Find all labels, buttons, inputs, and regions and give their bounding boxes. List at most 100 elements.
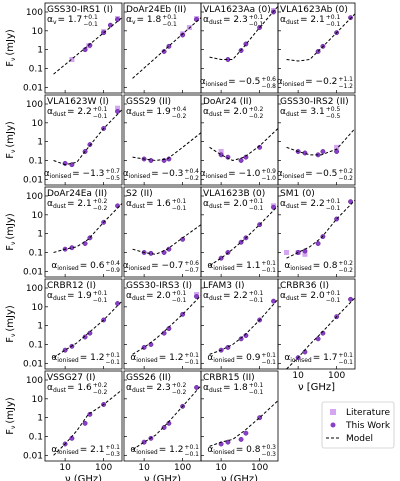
panel-frame xyxy=(44,278,123,370)
annotation-text: αionised= 0.6 xyxy=(51,261,104,272)
subscript: ionised xyxy=(206,81,228,88)
lower: −0.1 xyxy=(105,359,120,366)
unit: (mJy) xyxy=(5,213,16,240)
annotation: αionised= 2.1 +0.1−0.3 xyxy=(51,444,120,458)
lower: −0.3 xyxy=(261,451,276,458)
subscript: ν xyxy=(10,57,17,61)
annotation-text: αdust= 2.0 xyxy=(203,107,248,118)
symbol: α xyxy=(277,169,283,179)
lower: −0.2 xyxy=(172,389,187,396)
subscript: ionised xyxy=(129,265,151,272)
this-work-point xyxy=(82,420,88,426)
model-line xyxy=(132,295,202,355)
subscript: v xyxy=(53,19,57,26)
panel-title: S2 (II) xyxy=(126,189,153,199)
annotation-text: αionised= −0.2 xyxy=(277,77,338,88)
annotation-text: αdust= 1.6 xyxy=(47,383,92,394)
upper: +0.2 xyxy=(172,382,187,389)
unit: (mJy) xyxy=(5,305,16,332)
annotation-text: αdust= 2.1 xyxy=(280,15,325,26)
lower: −0.1 xyxy=(184,359,199,366)
model-line xyxy=(53,109,123,166)
this-work-point xyxy=(348,199,354,205)
value: = 1.2 xyxy=(159,353,184,363)
y-tick-label: 0.1 xyxy=(29,340,43,350)
upper: +0.1 xyxy=(184,352,199,359)
symbol: α xyxy=(51,353,57,363)
panel-title: GSS30-IRS2 (II) xyxy=(280,97,349,107)
upper: +0.3 xyxy=(261,444,276,451)
this-work-point xyxy=(161,49,167,54)
x-tick-label: 100 xyxy=(251,463,268,473)
subscript: dust xyxy=(132,111,146,118)
subscript: dust xyxy=(209,387,223,394)
panel-title: SM1 (0) xyxy=(280,189,315,199)
annotation-text: αdust= 1.8 xyxy=(203,383,248,394)
subscript: ν xyxy=(10,149,17,153)
lower: −0.9 xyxy=(105,267,120,274)
annotation-text: αdust= 2.0 xyxy=(126,291,171,302)
lower: −0.2 xyxy=(249,113,264,120)
panel-title: CRBR15 (II) xyxy=(203,373,255,383)
annotation: αionised= 0.9 +0.1−0.1 xyxy=(207,352,276,366)
y-tick-label: 100 xyxy=(26,284,43,294)
annotation: αdust= 1.6 +0.2−0.2 xyxy=(47,382,108,396)
annotation: αdust= 2.0 +0.1−0.1 xyxy=(280,290,341,304)
subscript: v xyxy=(132,19,136,26)
this-work-point xyxy=(87,42,93,48)
annotation-text: αionised= −0.5 xyxy=(200,77,261,88)
upper: +0.1 xyxy=(162,14,177,21)
literature-point xyxy=(115,105,121,111)
annotation: αdust= 2.2 +0.1−0.1 xyxy=(47,106,108,120)
annotation: αionised= −0.2 +1.1−1.2 xyxy=(277,76,353,90)
symbol: α xyxy=(280,15,286,25)
value: = 1.6 xyxy=(146,199,171,209)
annotation-text: αionised= 1.2 xyxy=(130,353,183,364)
value: = 1.7 xyxy=(313,353,338,363)
value: = 2.3 xyxy=(223,15,248,25)
upper: +1.1 xyxy=(338,76,353,83)
value: = 1.8 xyxy=(223,383,248,393)
unit: (mJy) xyxy=(5,397,16,424)
upper: +0.1 xyxy=(249,382,264,389)
lower: −0.1 xyxy=(338,359,353,366)
value: = 3.1 xyxy=(300,107,325,117)
panel-frame xyxy=(277,94,356,186)
x-tick-label: 100 xyxy=(95,463,112,473)
y-tick-label: 10 xyxy=(32,119,44,129)
lower: −0.1 xyxy=(249,297,264,304)
upper: +0.4 xyxy=(105,260,120,267)
legend-label: This Work xyxy=(345,421,391,431)
upper: +0.1 xyxy=(93,290,108,297)
value: = 2.1 xyxy=(67,199,92,209)
this-work-point xyxy=(194,385,200,390)
subscript: ionised xyxy=(136,449,158,456)
subscript: ionised xyxy=(206,173,228,180)
literature-point xyxy=(334,144,340,150)
annotation: αionised= 0.8 +0.3−0.3 xyxy=(207,444,276,458)
value: = 0.8 xyxy=(313,261,338,271)
symbol: α xyxy=(284,353,290,363)
value: = 2.0 xyxy=(300,291,325,301)
subscript: dust xyxy=(53,111,67,118)
symbol: α xyxy=(207,261,213,271)
subscript: dust xyxy=(286,295,300,302)
panel-title: DoAr24 (II) xyxy=(203,97,252,107)
y-tick-label: 0.01 xyxy=(23,267,43,277)
symbol: α xyxy=(126,107,132,117)
y-tick-label: 10 xyxy=(32,211,44,221)
symbol: α xyxy=(200,77,206,87)
lower: −0.1 xyxy=(249,205,264,212)
annotation-text: αionised= 1.2 xyxy=(130,445,183,456)
y-tick-label: 10 xyxy=(32,303,44,313)
value: = −0.5 xyxy=(305,169,337,179)
symbol: α xyxy=(123,261,129,271)
lower: −0.1 xyxy=(326,205,341,212)
annotation: αdust= 3.1 +0.5−0.5 xyxy=(280,106,341,120)
annotation: αionised= −0.7 +0.6−0.7 xyxy=(123,260,199,274)
upper: +0.6 xyxy=(261,76,276,83)
panel-frame xyxy=(44,94,123,186)
literature-point xyxy=(69,57,75,63)
this-work-point xyxy=(315,241,321,246)
